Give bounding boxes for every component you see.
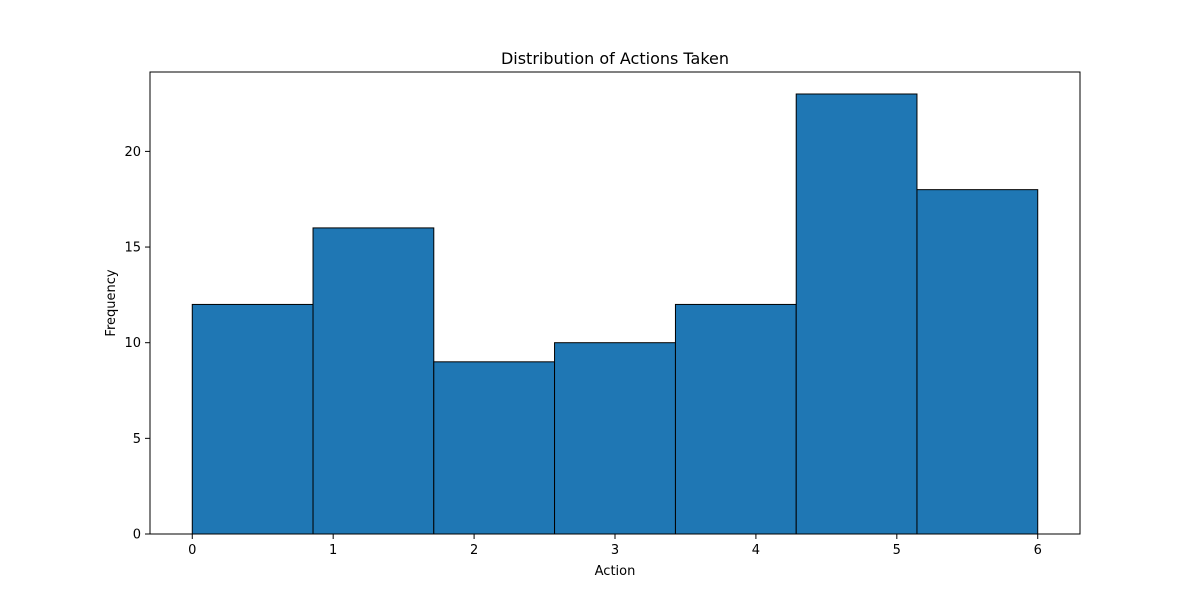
x-axis: 0 1 2 3 4 5 6 xyxy=(188,534,1042,558)
bar-6 xyxy=(916,189,1039,535)
bar-2 xyxy=(433,361,556,535)
y-tick-label: 5 xyxy=(133,432,141,447)
x-tick-label: 2 xyxy=(470,543,478,558)
bar-5 xyxy=(795,93,918,535)
x-tick-label: 0 xyxy=(188,543,196,558)
bar-0 xyxy=(191,303,314,535)
x-tick-label: 4 xyxy=(752,543,760,558)
x-axis-label: Action xyxy=(595,564,636,579)
x-tick-label: 3 xyxy=(611,543,619,558)
x-tick-label: 6 xyxy=(1034,543,1042,558)
y-axis-label: Frequency xyxy=(104,269,119,336)
bars-group xyxy=(191,93,1039,535)
bar-4 xyxy=(674,303,797,535)
y-tick-label: 15 xyxy=(124,241,141,256)
x-tick-label: 1 xyxy=(329,543,337,558)
bar-1 xyxy=(312,227,435,535)
y-tick-label: 0 xyxy=(133,528,141,543)
bar-3 xyxy=(554,342,676,535)
y-tick-label: 10 xyxy=(124,336,141,351)
chart-title: Distribution of Actions Taken xyxy=(501,49,729,68)
x-tick-label: 5 xyxy=(893,543,901,558)
y-tick-label: 20 xyxy=(124,145,141,160)
y-axis: 0 5 10 15 20 xyxy=(124,145,150,543)
